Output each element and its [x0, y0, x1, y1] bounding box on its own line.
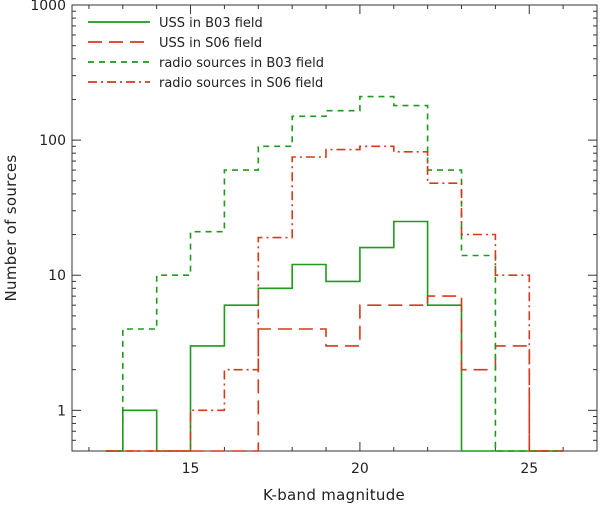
legend-label-0: USS in B03 field — [159, 16, 263, 31]
series-line-0 — [105, 220, 564, 452]
series-line-1 — [105, 295, 564, 452]
y-tick-label: 1000 — [30, 0, 66, 14]
x-axis-title: K-band magnitude — [263, 486, 405, 504]
x-tick-label: 15 — [182, 461, 200, 477]
legend: USS in B03 field USS in S06 field radio so… — [88, 16, 324, 91]
plot-frame — [71, 4, 598, 452]
legend-label-2: radio sources in B03 field — [159, 56, 324, 71]
y-tick-label: 1 — [57, 403, 66, 419]
legend-label-3: radio sources in S06 field — [159, 76, 323, 91]
x-tick-label: 25 — [520, 461, 538, 477]
y-tick-label: 100 — [39, 133, 66, 149]
series-line-3 — [105, 145, 564, 452]
legend-label-1: USS in S06 field — [159, 36, 262, 51]
axis-ticks: 15 20 25 1 10 100 1000 — [30, 0, 597, 477]
y-tick-label: 10 — [48, 268, 66, 284]
series-line-2 — [105, 95, 564, 452]
x-tick-label: 20 — [351, 461, 369, 477]
y-axis-title: Number of sources — [2, 155, 20, 302]
series-lines — [105, 95, 564, 452]
